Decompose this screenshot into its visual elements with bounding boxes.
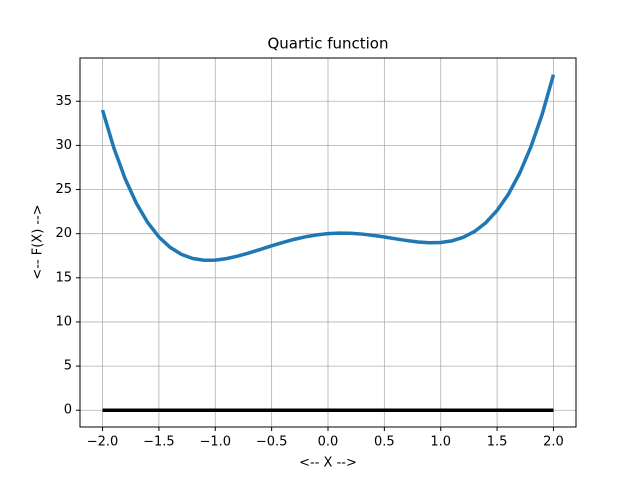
x-tick-label: −1.0 [199,435,231,450]
y-tick-label: 35 [55,94,72,109]
x-tick-label: 1.0 [430,435,451,450]
y-tick-label: 30 [55,138,72,153]
y-tick-label: 25 [55,182,72,197]
y-tick-label: 20 [55,226,72,241]
chart-title: Quartic function [267,35,388,53]
y-tick-label: 15 [55,270,72,285]
line-series [100,74,556,263]
y-tick-label: 0 [64,403,72,418]
x-tick-label: 0.0 [318,435,339,450]
x-axis-label: <-- X --> [299,456,357,471]
x-tick-label: −2.0 [87,435,119,450]
y-tick-label: 10 [55,314,72,329]
x-tick-label: 1.5 [487,435,508,450]
y-tick-label: 5 [64,359,72,374]
x-tick-label: −0.5 [256,435,288,450]
y-axis-label: <-- F(X) --> [31,204,46,279]
x-tick-label: 2.0 [543,435,564,450]
x-tick-label: 0.5 [374,435,395,450]
x-tick-label: −1.5 [143,435,175,450]
plot-frame [79,57,577,428]
